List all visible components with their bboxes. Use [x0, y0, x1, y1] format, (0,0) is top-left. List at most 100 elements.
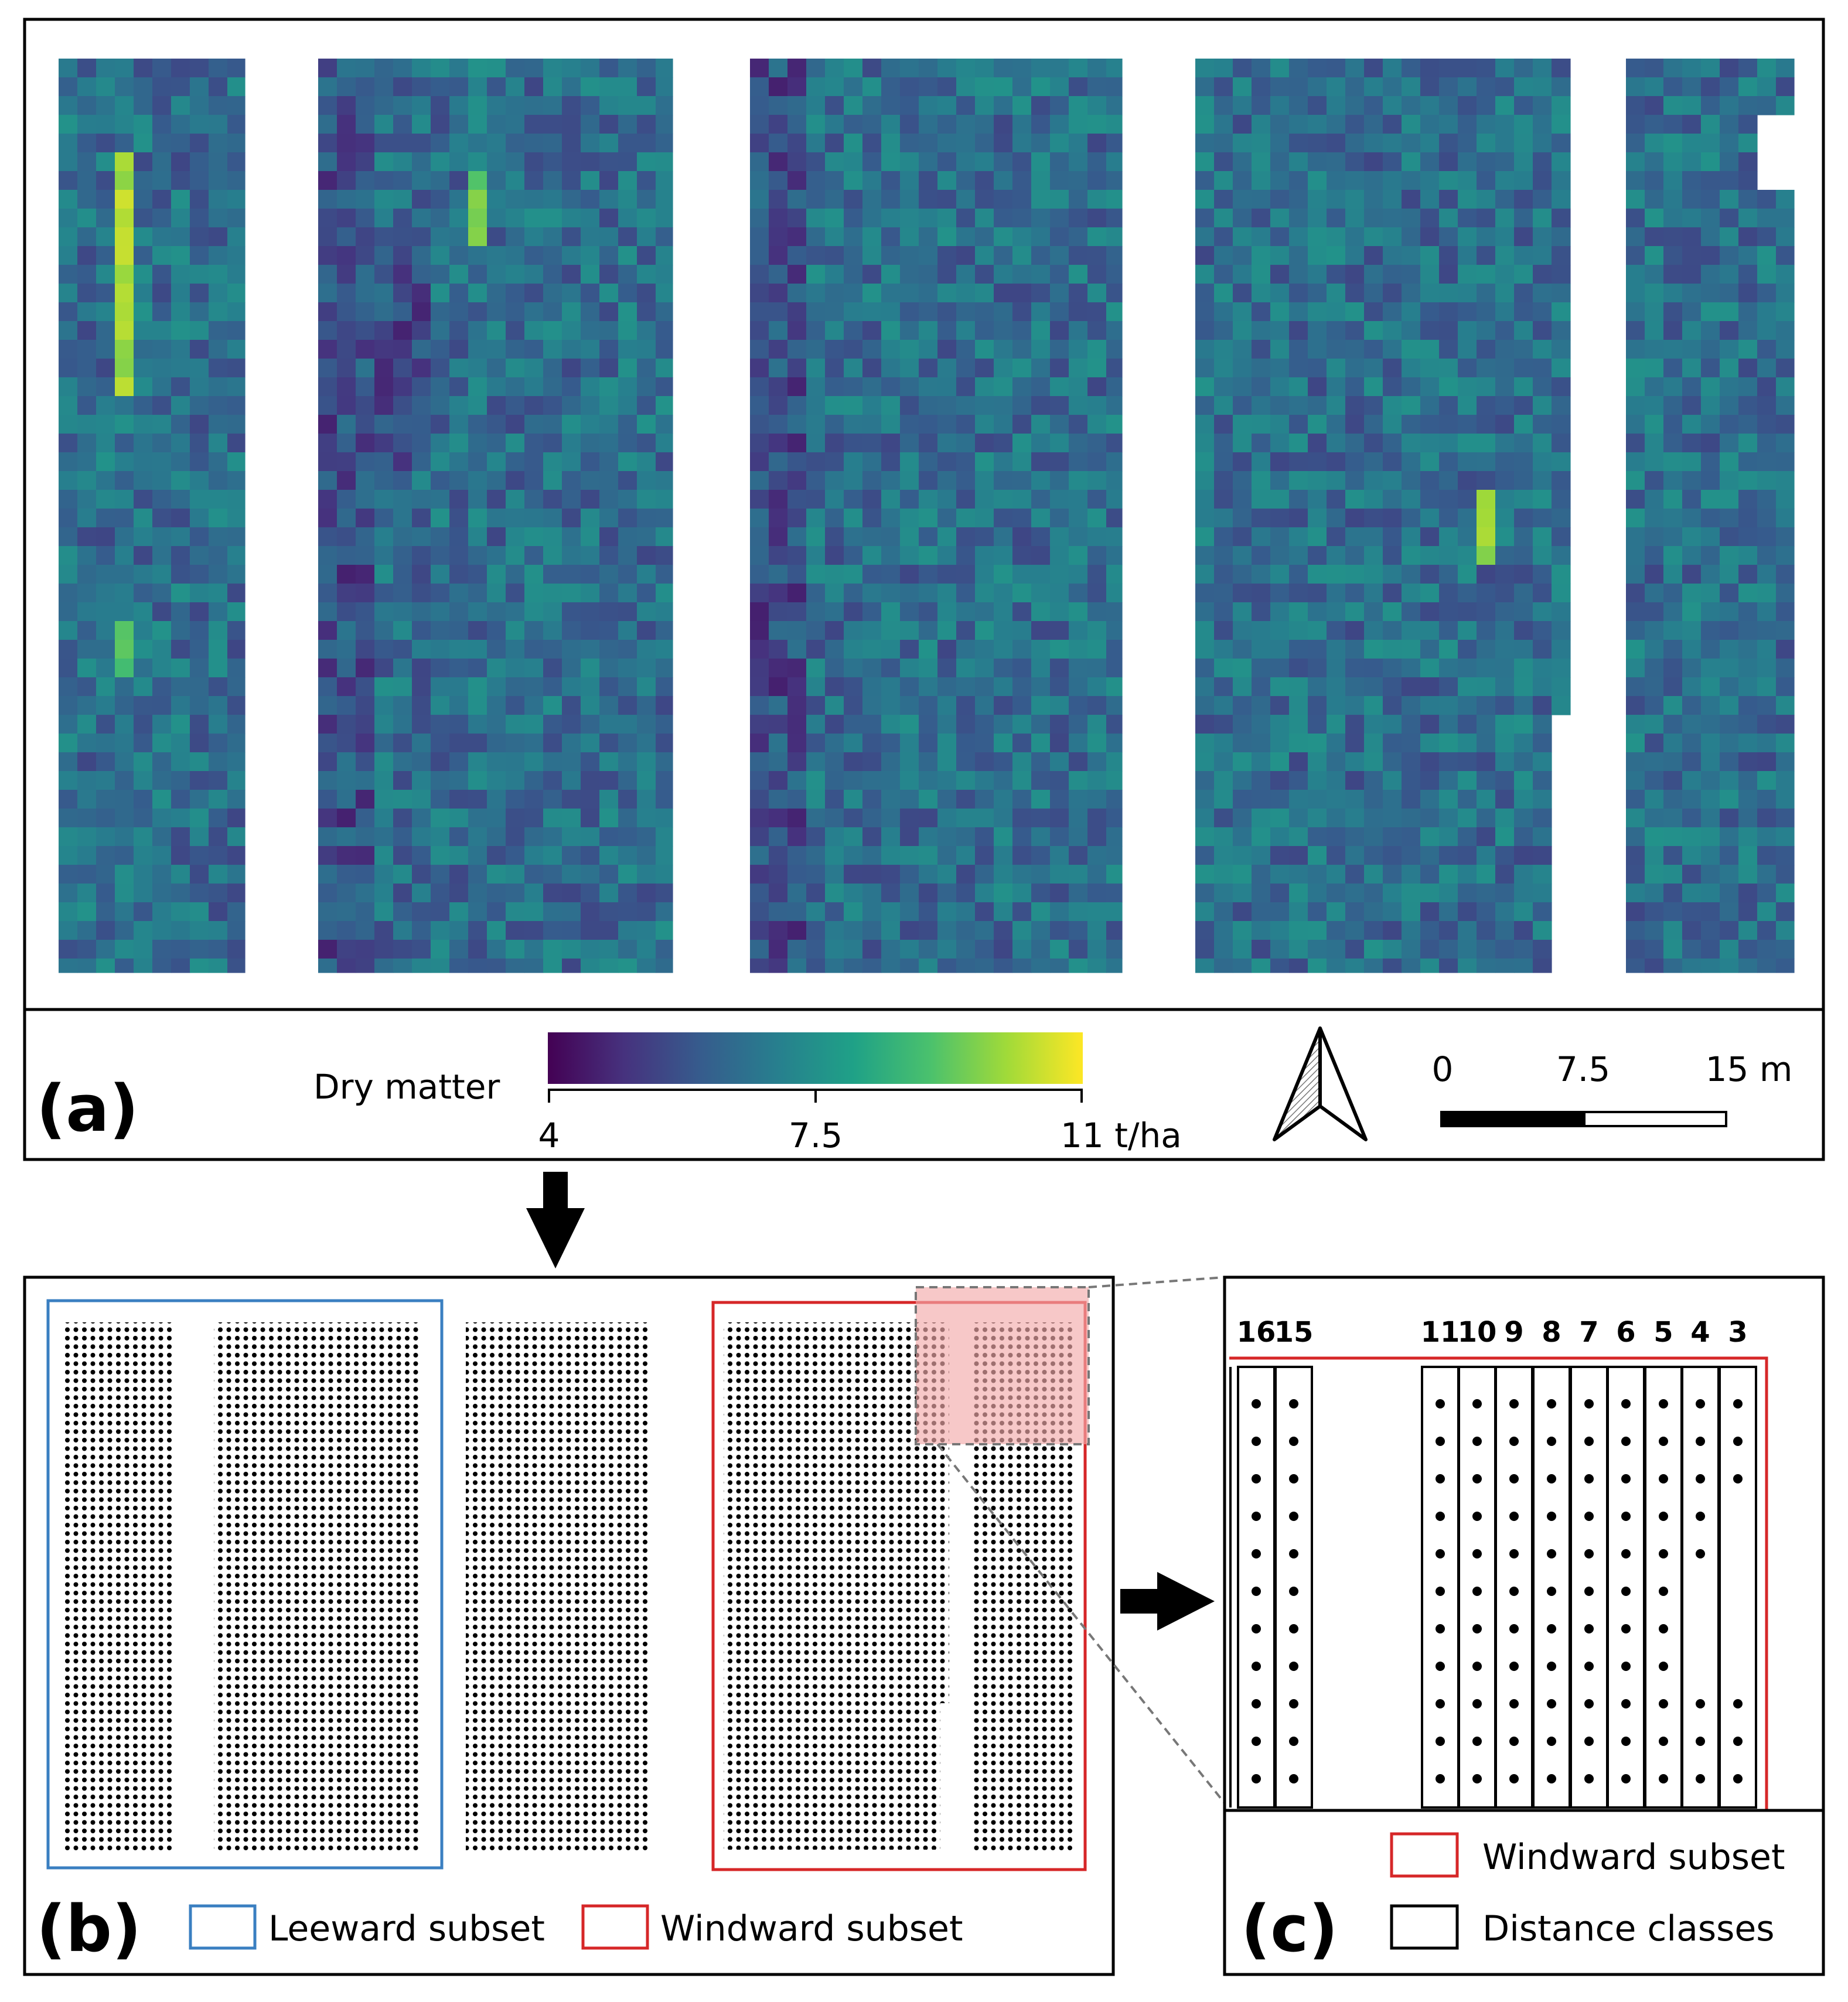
heatmap-cell [1214, 565, 1233, 584]
heatmap-cell [1439, 471, 1458, 490]
heatmap-cell [1012, 677, 1032, 697]
heatmap-cell [1439, 434, 1458, 453]
heatmap-cell [1402, 696, 1421, 715]
heatmap-cell [919, 602, 938, 622]
heatmap-cell [1458, 640, 1477, 659]
heatmap-cell [1477, 771, 1496, 790]
heatmap-cell [825, 302, 844, 322]
heatmap-cell [937, 434, 957, 453]
heatmap-cell [1439, 602, 1458, 622]
heatmap-cell [1402, 284, 1421, 303]
heatmap-cell [825, 752, 844, 772]
heatmap-cell [1738, 527, 1758, 547]
heatmap-cell [77, 565, 97, 584]
heatmap-cell [1087, 434, 1107, 453]
heatmap-cell [543, 734, 562, 753]
heatmap-cell [1495, 152, 1515, 172]
heatmap-cell [1270, 527, 1290, 547]
heatmap-cell [468, 359, 487, 378]
heatmap-cell [1458, 209, 1477, 228]
heatmap-cell [1345, 734, 1365, 753]
distance-class-column [1274, 1366, 1313, 1809]
heatmap-cell [227, 621, 246, 640]
heatmap-cell [134, 415, 153, 434]
heatmap-cell [769, 359, 788, 378]
heatmap-cell [750, 340, 769, 359]
heatmap-cell [1364, 527, 1383, 547]
heatmap-cell [1289, 246, 1308, 265]
heatmap-cell [449, 640, 469, 659]
heatmap-cell [190, 246, 209, 265]
heatmap-cell [562, 827, 581, 847]
heatmap-cell [1195, 715, 1215, 734]
heatmap-cell [524, 752, 544, 772]
heatmap-cell [881, 77, 901, 97]
heatmap-cell [1533, 959, 1552, 973]
heatmap-cell [374, 546, 394, 565]
heatmap-cell [1233, 677, 1252, 697]
heatmap-cell [412, 940, 431, 959]
heatmap-cell [1439, 790, 1458, 809]
heatmap-cell [881, 152, 901, 172]
heatmap-cell [862, 377, 882, 397]
heatmap-cell [975, 696, 994, 715]
heatmap-cell [994, 734, 1013, 753]
heatmap-cell [956, 715, 976, 734]
distance-class-label: 6 [1616, 1316, 1635, 1349]
heatmap-cell [1069, 790, 1088, 809]
heatmap-cell [209, 527, 228, 547]
heatmap-cell [1682, 752, 1702, 772]
heatmap-cell [581, 302, 600, 322]
heatmap-cell [487, 452, 506, 472]
heatmap-cell [1477, 246, 1496, 265]
legend-c-distance-label: Distance classes [1482, 1908, 1775, 1949]
heatmap-cell [506, 959, 525, 973]
heatmap-cell [975, 715, 994, 734]
sample-point [1621, 1699, 1631, 1708]
heatmap-cell [975, 734, 994, 753]
heatmap-cell [1364, 152, 1383, 172]
heatmap-cell [1720, 527, 1739, 547]
heatmap-cell [1289, 190, 1308, 209]
heatmap-cell [1458, 377, 1477, 397]
heatmap-cell [115, 171, 134, 190]
heatmap-cell [1420, 115, 1440, 134]
distance-class-label: 4 [1690, 1316, 1710, 1349]
heatmap-cell [956, 696, 976, 715]
heatmap-cell [844, 846, 863, 865]
heatmap-cell [171, 677, 190, 697]
heatmap-cell [1270, 59, 1290, 78]
heatmap-cell [825, 621, 844, 640]
heatmap-cell [1270, 415, 1290, 434]
heatmap-cell [769, 602, 788, 622]
heatmap-cell [1776, 884, 1795, 903]
sample-point [1289, 1737, 1298, 1746]
heatmap-cell [881, 902, 901, 922]
heatmap-cell [1552, 115, 1571, 134]
heatmap-cell [412, 209, 431, 228]
heatmap-cell [412, 884, 431, 903]
heatmap-cell [1270, 302, 1290, 322]
heatmap-cell [937, 921, 957, 940]
heatmap-cell [431, 959, 450, 973]
heatmap-cell [1477, 790, 1496, 809]
heatmap-cell [1252, 640, 1271, 659]
heatmap-cell [1420, 152, 1440, 172]
heatmap-cell [975, 59, 994, 78]
heatmap-cell [449, 190, 469, 209]
heatmap-cell [844, 171, 863, 190]
heatmap-cell [449, 809, 469, 828]
heatmap-cell [599, 752, 619, 772]
heatmap-cell [115, 321, 134, 340]
heatmap-cell [1050, 509, 1069, 528]
heatmap-cell [937, 640, 957, 659]
heatmap-cell [599, 884, 619, 903]
heatmap-cell [1345, 209, 1365, 228]
heatmap-cell [1069, 940, 1088, 959]
heatmap-cell [1069, 734, 1088, 753]
heatmap-cell [1087, 59, 1107, 78]
sample-point [1733, 1737, 1743, 1746]
heatmap-cell [994, 396, 1013, 415]
heatmap-cell [1252, 190, 1271, 209]
heatmap-cell [750, 96, 769, 115]
